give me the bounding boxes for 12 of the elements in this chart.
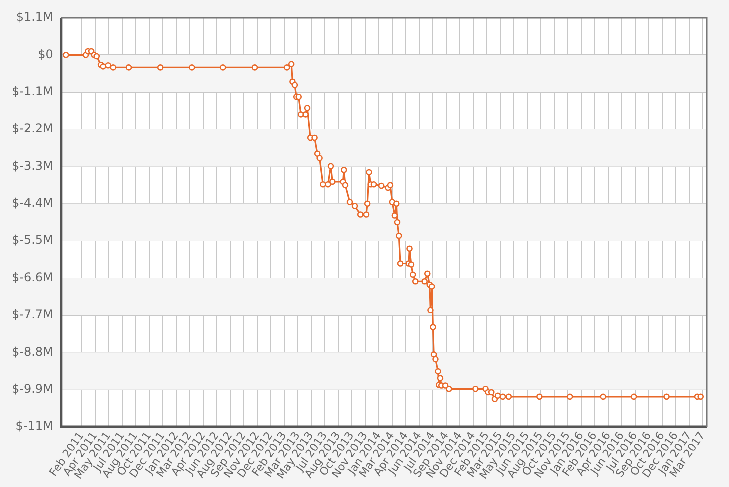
y-tick-label: $-1.1M	[12, 84, 54, 98]
y-tick-label: $-4.4M	[12, 196, 54, 210]
y-tick-label: $-9.9M	[12, 382, 54, 396]
y-tick-label: $0	[38, 47, 54, 62]
y-tick-label: $-2.2M	[12, 122, 54, 136]
y-tick-label: $-5.5M	[12, 233, 54, 248]
y-tick-label: $-8.8M	[12, 344, 54, 359]
y-tick-label: $-3.3M	[12, 158, 54, 173]
y-tick-label: $-6.6M	[12, 270, 54, 284]
y-tick-label: $-11M	[16, 419, 54, 434]
y-tick-label: $-7.7M	[12, 308, 54, 322]
y-tick-label: $1.1M	[16, 10, 54, 24]
